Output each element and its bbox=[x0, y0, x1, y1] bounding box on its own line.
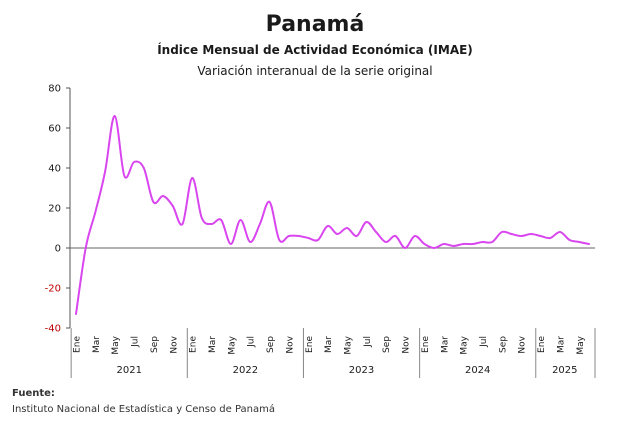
x-year-label: 2023 bbox=[349, 365, 374, 376]
x-month-label: Jul bbox=[479, 336, 489, 348]
x-month-label: Nov bbox=[285, 335, 295, 353]
x-month-label: Mar bbox=[324, 336, 334, 353]
x-month-label: May bbox=[111, 335, 121, 354]
x-month-label: Sep bbox=[150, 336, 160, 353]
x-month-label: Jul bbox=[247, 336, 257, 348]
source-label: Fuente: bbox=[12, 388, 55, 399]
x-month-label: Jul bbox=[363, 336, 373, 348]
x-month-label: Mar bbox=[208, 336, 218, 353]
y-tick-label: 40 bbox=[48, 164, 61, 175]
chart-subtitle-secondary: Variación interanual de la serie origina… bbox=[197, 64, 433, 78]
chart-subtitle: Índice Mensual de Actividad Económica (I… bbox=[157, 43, 473, 57]
x-month-label: Mar bbox=[440, 336, 450, 353]
x-month-label: May bbox=[460, 335, 470, 354]
x-month-label: Sep bbox=[266, 336, 276, 353]
y-tick-label: -20 bbox=[45, 284, 61, 295]
x-month-label: Sep bbox=[382, 336, 392, 353]
x-month-label: Sep bbox=[498, 336, 508, 353]
source-text: Instituto Nacional de Estadística y Cens… bbox=[12, 404, 275, 415]
x-month-label: Ene bbox=[305, 336, 315, 353]
x-month-label: Ene bbox=[73, 336, 83, 353]
y-tick-label: 20 bbox=[48, 204, 61, 215]
chart-title: Panamá bbox=[265, 12, 365, 37]
x-month-label: Mar bbox=[556, 336, 566, 353]
x-year-label: 2025 bbox=[552, 365, 577, 376]
x-month-label: Ene bbox=[537, 336, 547, 353]
x-month-label: Nov bbox=[169, 335, 179, 353]
y-tick-label: 0 bbox=[55, 244, 61, 255]
x-month-label: Nov bbox=[402, 335, 412, 353]
x-month-label: Mar bbox=[92, 336, 102, 353]
x-month-label: May bbox=[227, 335, 237, 354]
x-month-label: May bbox=[344, 335, 354, 354]
y-tick-label: -40 bbox=[45, 324, 61, 335]
y-tick-label: 80 bbox=[48, 84, 61, 95]
series-line bbox=[75, 114, 590, 315]
x-month-label: Ene bbox=[189, 336, 199, 353]
y-tick-label: 60 bbox=[48, 124, 61, 135]
x-month-label: May bbox=[576, 335, 586, 354]
x-month-label: Ene bbox=[421, 336, 431, 353]
x-month-label: Nov bbox=[518, 335, 528, 353]
x-year-label: 2021 bbox=[117, 365, 142, 376]
x-year-label: 2024 bbox=[465, 365, 490, 376]
x-year-label: 2022 bbox=[233, 365, 258, 376]
x-month-label: Jul bbox=[131, 336, 141, 348]
